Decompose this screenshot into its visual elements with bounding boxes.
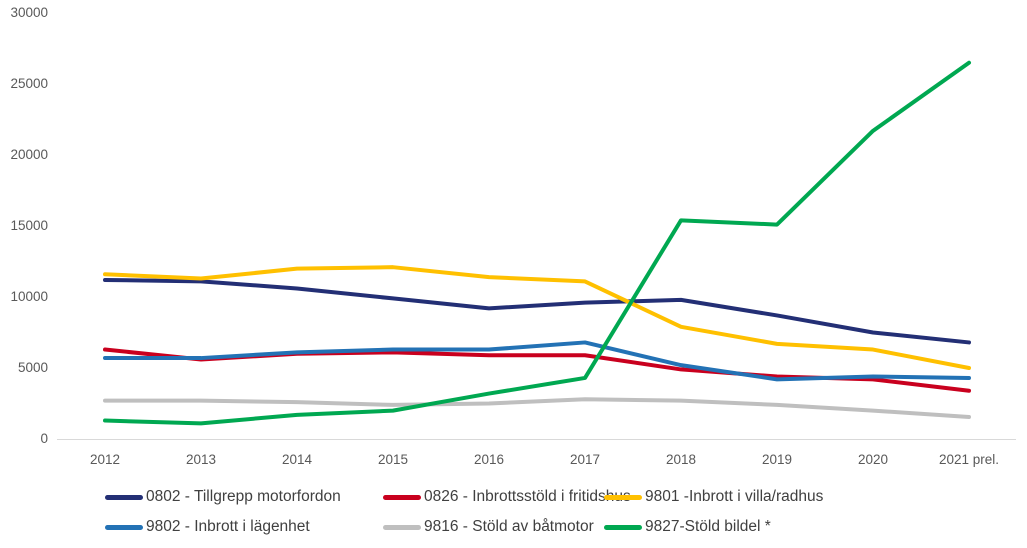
- x-tick-label-1: 2013: [185, 452, 217, 467]
- x-tick-label-0: 2012: [89, 452, 121, 467]
- legend-swatch-9827: [604, 524, 642, 530]
- legend-swatch-9802: [105, 524, 143, 530]
- legend-label-0826: 0826 - Inbrottsstöld i fritidshus: [424, 488, 631, 505]
- legend-label-0802: 0802 - Tillgrepp motorfordon: [146, 488, 341, 505]
- x-tick-label-9: 2021 prel.: [938, 452, 1000, 467]
- legend-label-9816: 9816 - Stöld av båtmotor: [424, 518, 594, 535]
- y-tick-label-15000: 15000: [10, 218, 48, 233]
- legend-item-0826: 0826 - Inbrottsstöld i fritidshus: [383, 486, 631, 508]
- y-tick-label-5000: 5000: [17, 360, 48, 375]
- legend-swatch-9816: [383, 524, 421, 530]
- x-tick-label-8: 2020: [857, 452, 889, 467]
- y-tick-label-20000: 20000: [10, 147, 48, 162]
- y-tick-label-30000: 30000: [10, 5, 48, 20]
- series-line-9801: [103, 265, 971, 370]
- series-line-9802: [103, 340, 971, 382]
- legend-item-9816: 9816 - Stöld av båtmotor: [383, 516, 594, 538]
- legend-item-9827: 9827-Stöld bildel *: [604, 516, 771, 538]
- x-tick-label-3: 2015: [377, 452, 409, 467]
- legend-label-9802: 9802 - Inbrott i lägenhet: [146, 518, 310, 535]
- legend-swatch-9801: [604, 494, 642, 500]
- legend-label-9827: 9827-Stöld bildel *: [645, 518, 771, 535]
- legend-item-0802: 0802 - Tillgrepp motorfordon: [105, 486, 341, 508]
- x-tick-label-4: 2016: [473, 452, 505, 467]
- y-tick-label-25000: 25000: [10, 76, 48, 91]
- legend-item-9801: 9801 -Inbrott i villa/radhus: [604, 486, 823, 508]
- series-line-9816: [103, 397, 971, 419]
- legend-swatch-0802: [105, 494, 143, 500]
- line-chart-plot-area: [57, 60, 1016, 440]
- series-line-0802: [103, 277, 971, 345]
- x-tick-label-6: 2018: [665, 452, 697, 467]
- y-tick-label-0: 0: [40, 431, 48, 446]
- y-tick-label-10000: 10000: [10, 289, 48, 304]
- legend-label-9801: 9801 -Inbrott i villa/radhus: [645, 488, 824, 505]
- series-line-9827: [103, 60, 971, 426]
- legend-swatch-0826: [383, 494, 421, 500]
- x-tick-label-5: 2017: [569, 452, 601, 467]
- x-tick-label-2: 2014: [281, 452, 313, 467]
- x-tick-label-7: 2019: [761, 452, 793, 467]
- legend-item-9802: 9802 - Inbrott i lägenhet: [105, 516, 310, 538]
